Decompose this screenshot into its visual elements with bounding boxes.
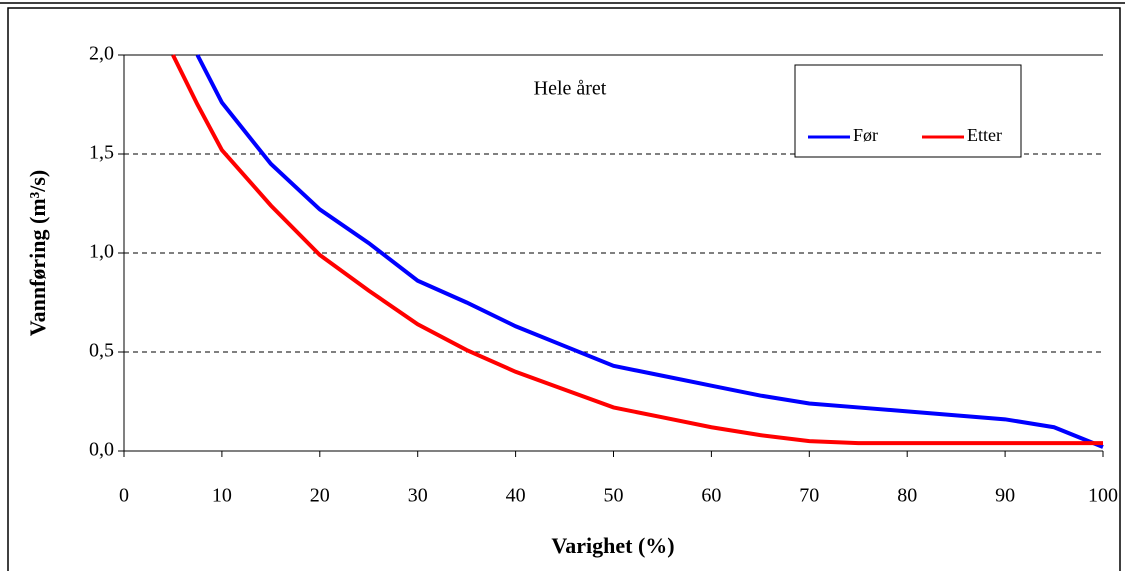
- y-tick-label: 1,5: [89, 142, 114, 164]
- x-tick-label: 100: [1088, 485, 1118, 507]
- legend-box: [794, 64, 1022, 158]
- x-axis-label: Varighet (%): [551, 533, 674, 558]
- y-axis-label: Vannføring (m³/s): [25, 170, 50, 337]
- x-tick-label: 30: [408, 485, 428, 507]
- x-tick-label: 70: [799, 485, 819, 507]
- legend-label: Før: [853, 125, 878, 145]
- chart-frame: [7, 7, 1121, 571]
- x-tick-label: 50: [604, 485, 624, 507]
- y-tick-label: 1,0: [89, 241, 114, 263]
- y-tick-label: 0,5: [89, 340, 114, 362]
- x-tick-label: 10: [212, 485, 232, 507]
- x-tick-label: 40: [506, 485, 526, 507]
- data-line: [171, 54, 1103, 446]
- x-tick-label: 20: [310, 485, 330, 507]
- annotation: Hele året: [534, 78, 607, 100]
- y-tick-label: 0,0: [89, 439, 114, 461]
- x-tick-label: 0: [119, 485, 129, 507]
- data-line: [195, 54, 1104, 449]
- y-tick-label: 2,0: [89, 43, 114, 65]
- x-tick-label: 80: [897, 485, 917, 507]
- x-tick-label: 60: [701, 485, 721, 507]
- x-tick-label: 90: [995, 485, 1015, 507]
- legend-label: Etter: [967, 125, 1002, 145]
